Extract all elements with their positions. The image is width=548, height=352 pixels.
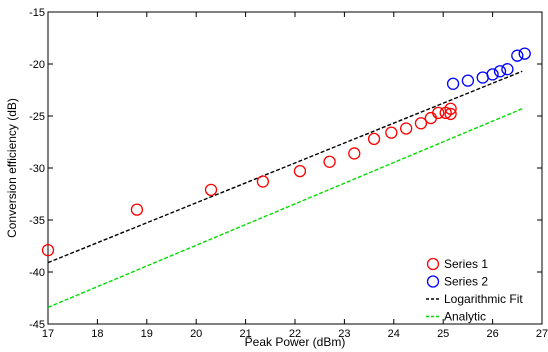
tick-labels: 17 18 19 20 21 22 23 24 25 26 27 -15 -20 -25 -30 -35 -40…: [29, 7, 548, 340]
data-point-series-2: [461, 74, 475, 87]
data-point-series-1: [414, 117, 428, 130]
data-point-series-1: [444, 107, 457, 121]
y-tick-label: -40: [29, 267, 45, 279]
x-tick-label: 20: [190, 328, 202, 340]
data-point-series-1: [256, 175, 270, 188]
x-tick-label: 18: [91, 328, 103, 340]
x-tick-label: 19: [141, 328, 153, 340]
x-tick-label: 26: [486, 328, 498, 340]
data-point-series-1: [41, 244, 55, 257]
data-point-series-1: [130, 203, 144, 216]
y-tick-label: -20: [29, 59, 45, 71]
legend-swatch: [426, 257, 440, 271]
data-point-series-1: [444, 102, 457, 115]
y-tick-label: -35: [29, 215, 45, 227]
fit-lines: [47, 70, 523, 309]
data-point-series-1: [204, 183, 218, 196]
x-tick-label: 17: [42, 328, 54, 340]
x-tick-label: 27: [536, 328, 548, 340]
legend-label: Analytic: [444, 310, 486, 324]
legend-label: Series 2: [444, 275, 488, 289]
legend-label: Series 1: [444, 257, 488, 271]
data-point-series-2: [486, 68, 499, 81]
x-tick-label: 25: [437, 328, 449, 340]
data-point-series-2: [511, 49, 524, 62]
legend: Series 1 Series 2 Logarithmic Fit Analytic: [426, 257, 523, 324]
x-tick-label: 21: [239, 328, 251, 340]
data-point-series-1: [293, 164, 307, 178]
data-point-series-2: [493, 65, 507, 78]
y-tick-label: -15: [29, 7, 45, 19]
axis-ticks: [47, 11, 543, 325]
data-point-series-1: [432, 106, 445, 120]
y-axis-label: Conversion efficiency (dB): [5, 98, 19, 238]
data-point-series-1: [385, 126, 398, 139]
legend-swatch: [426, 275, 440, 288]
series-line-logarithmic-fit: [47, 70, 523, 264]
x-tick-label: 23: [338, 328, 350, 340]
data-point-series-1: [399, 122, 413, 135]
x-axis-label: Peak Power (dBm): [245, 335, 346, 349]
data-point-series-2: [501, 63, 514, 76]
x-tick-label: 22: [289, 328, 301, 340]
x-tick-label: 24: [388, 328, 400, 340]
data-point-series-1: [348, 147, 361, 160]
y-tick-label: -45: [29, 319, 45, 331]
data-point-series-2: [446, 77, 460, 90]
data-point-series-1: [323, 155, 336, 168]
y-tick-label: -30: [29, 163, 45, 175]
series-line-analytic: [47, 108, 523, 309]
legend-label: Logarithmic Fit: [444, 292, 523, 306]
y-tick-label: -25: [29, 111, 45, 123]
data-markers: [41, 47, 531, 257]
data-point-series-2: [518, 47, 531, 60]
data-point-series-1: [367, 132, 381, 146]
